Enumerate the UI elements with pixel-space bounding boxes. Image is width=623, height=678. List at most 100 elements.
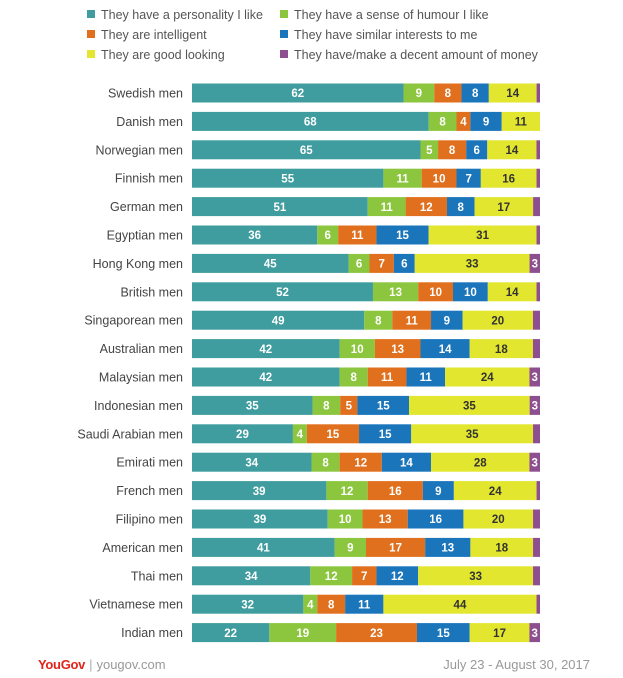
data-label: 15 — [437, 628, 450, 640]
data-label: 17 — [497, 202, 510, 214]
bar-segment — [376, 225, 429, 245]
data-label: 6 — [401, 259, 407, 271]
data-label: 42 — [259, 344, 272, 356]
data-label: 55 — [281, 173, 294, 185]
data-label: 16 — [429, 514, 442, 526]
bar-segment — [327, 509, 363, 529]
data-label: 39 — [253, 486, 266, 498]
bar-segment — [269, 623, 337, 643]
data-label: 12 — [391, 571, 404, 583]
bar-segment — [501, 111, 540, 131]
bar-segment — [533, 566, 540, 586]
data-label: 14 — [506, 88, 519, 100]
bar-segment — [411, 424, 534, 444]
data-label: 29 — [236, 429, 249, 441]
bar-segment — [192, 424, 293, 444]
category-label: Thai men — [131, 569, 183, 583]
bar-segment — [474, 197, 534, 217]
data-label: 8 — [375, 315, 382, 327]
data-label: 11 — [358, 599, 371, 611]
bar-segment — [359, 424, 412, 444]
data-label: 4 — [297, 429, 304, 441]
data-label: 35 — [246, 401, 259, 413]
bar-segment — [488, 83, 537, 103]
data-label: 10 — [339, 514, 352, 526]
data-label: 13 — [379, 514, 392, 526]
bar-segment — [311, 452, 340, 472]
legend-swatch-good-looking — [87, 50, 95, 58]
bar-segment — [339, 367, 368, 387]
bar-segment — [421, 168, 457, 188]
category-label: Hong Kong men — [93, 257, 183, 271]
data-label: 39 — [253, 514, 266, 526]
data-label: 36 — [248, 230, 261, 242]
bar-segment — [192, 197, 368, 217]
data-label: 34 — [245, 571, 258, 583]
bar-segment — [536, 140, 540, 160]
bar-segment — [407, 509, 464, 529]
legend-swatch-money — [280, 50, 288, 58]
bar-segment — [428, 225, 537, 245]
bar-segment — [338, 225, 377, 245]
data-label: 20 — [491, 315, 504, 327]
category-label: Danish men — [116, 115, 183, 129]
bar-segment — [348, 253, 370, 273]
footer: YouGov | yougov.com July 23 - August 30, 2… — [0, 650, 623, 678]
data-label: 10 — [433, 173, 446, 185]
data-label: 16 — [389, 486, 402, 498]
legend-label-humour: They have a sense of humour I like — [294, 8, 489, 22]
data-label: 11 — [406, 315, 419, 327]
category-label: French men — [116, 484, 183, 498]
brand: YouGov | yougov.com — [38, 657, 166, 672]
bar-segment — [532, 339, 540, 359]
legend-item-interests: They have similar interests to me — [280, 28, 477, 42]
bar-segment — [292, 424, 307, 444]
data-label: 35 — [463, 401, 476, 413]
data-label: 49 — [272, 315, 285, 327]
data-label: 12 — [420, 202, 433, 214]
bar-segment — [345, 594, 384, 614]
category-label: Indian men — [121, 626, 183, 640]
bar-segment — [306, 424, 360, 444]
bar-segment — [192, 83, 404, 103]
bar-segment — [461, 83, 489, 103]
legend-label-good-looking: They are good looking — [101, 48, 225, 62]
data-label: 11 — [381, 202, 394, 214]
bar-segment — [192, 339, 340, 359]
data-label: 20 — [492, 514, 505, 526]
bar-segment — [422, 481, 454, 501]
data-label: 12 — [325, 571, 338, 583]
data-label: 17 — [389, 543, 402, 555]
bar-segment — [533, 197, 540, 217]
data-label: 11 — [420, 372, 433, 384]
bar-segment — [192, 395, 313, 415]
site-url: yougov.com — [96, 657, 166, 672]
category-label: Swedish men — [108, 87, 183, 101]
bar-segment — [374, 339, 421, 359]
data-label: 33 — [466, 259, 479, 271]
legend-label-interests: They have similar interests to me — [294, 28, 478, 42]
bar-segment — [310, 566, 353, 586]
data-label: 28 — [474, 457, 487, 469]
data-label: 4 — [307, 599, 314, 611]
bar-segment — [192, 594, 304, 614]
bar-segment — [192, 282, 373, 302]
bar-segment — [418, 282, 453, 302]
data-label: 14 — [400, 457, 413, 469]
bar-segment — [405, 197, 447, 217]
bar-segment — [312, 395, 341, 415]
data-label: 8 — [445, 88, 452, 100]
data-label: 23 — [370, 628, 383, 640]
category-label: Egyptian men — [107, 229, 183, 243]
bar-segment — [487, 282, 537, 302]
bar-segment — [529, 452, 540, 472]
bar-segment — [192, 111, 429, 131]
bar-segment — [339, 452, 382, 472]
bar-segment — [376, 566, 419, 586]
bar-segment — [416, 623, 470, 643]
bar-segment — [529, 395, 540, 415]
bar-segment — [369, 253, 394, 273]
data-label: 10 — [429, 287, 442, 299]
brand-separator: | — [89, 657, 93, 672]
